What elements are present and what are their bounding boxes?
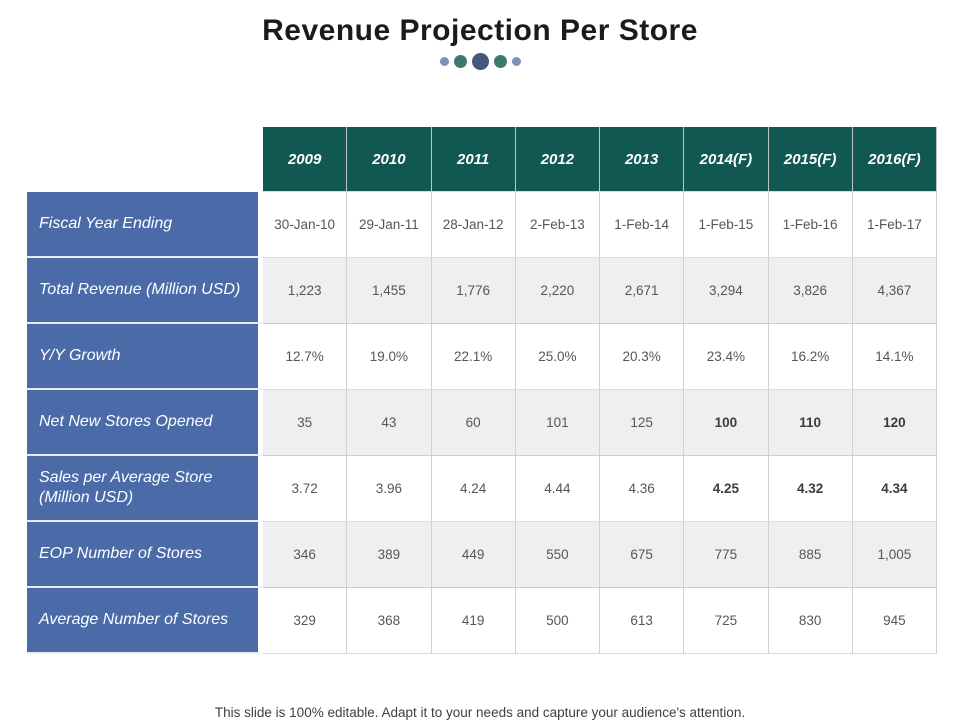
row-label-cell: Sales per Average Store (Million USD) — [27, 456, 263, 522]
page-title: Revenue Projection Per Store — [262, 14, 698, 47]
row-label-cell: Fiscal Year Ending — [27, 192, 263, 258]
value-cell: 35 — [263, 390, 348, 456]
value-cell: 725 — [684, 588, 769, 654]
title-divider-dots — [0, 52, 960, 70]
year-header-cell: 2011 — [431, 127, 516, 192]
value-cell: 550 — [515, 522, 600, 588]
value-cell: 830 — [768, 588, 853, 654]
value-cell: 945 — [852, 588, 937, 654]
table-corner-spacer — [27, 127, 263, 192]
value-cell: 19.0% — [347, 324, 432, 390]
divider-dot — [511, 56, 521, 66]
value-cell: 4.32 — [768, 456, 853, 522]
value-cell: 500 — [515, 588, 600, 654]
value-cell: 25.0% — [515, 324, 600, 390]
value-cell: 20.3% — [600, 324, 685, 390]
value-cell: 2,220 — [515, 258, 600, 324]
year-header-cell: 2010 — [347, 127, 432, 192]
value-cell: 3.96 — [347, 456, 432, 522]
value-cell: 2,671 — [600, 258, 685, 324]
value-cell: 1-Feb-14 — [600, 192, 685, 258]
value-cell: 4,367 — [852, 258, 937, 324]
value-cell: 1,455 — [347, 258, 432, 324]
value-cell: 1,223 — [263, 258, 348, 324]
year-header-cell: 2009 — [263, 127, 348, 192]
value-cell: 3.72 — [263, 456, 348, 522]
value-cell: 4.24 — [431, 456, 516, 522]
value-cell: 4.34 — [852, 456, 937, 522]
value-cell: 60 — [431, 390, 516, 456]
value-cell: 1,776 — [431, 258, 516, 324]
value-cell: 389 — [347, 522, 432, 588]
value-cell: 3,294 — [684, 258, 769, 324]
value-cell: 4.25 — [684, 456, 769, 522]
year-header-cell: 2016(F) — [852, 127, 937, 192]
row-label-cell: Net New Stores Opened — [27, 390, 263, 456]
value-cell: 449 — [431, 522, 516, 588]
value-cell: 885 — [768, 522, 853, 588]
year-header-cell: 2013 — [600, 127, 685, 192]
year-header-cell: 2015(F) — [768, 127, 853, 192]
value-cell: 2-Feb-13 — [515, 192, 600, 258]
value-cell: 43 — [347, 390, 432, 456]
divider-dot — [471, 52, 489, 70]
value-cell: 101 — [515, 390, 600, 456]
value-cell: 675 — [600, 522, 685, 588]
value-cell: 28-Jan-12 — [431, 192, 516, 258]
value-cell: 100 — [684, 390, 769, 456]
footer-note: This slide is 100% editable. Adapt it to… — [214, 705, 746, 720]
value-cell: 1-Feb-17 — [852, 192, 937, 258]
value-cell: 125 — [600, 390, 685, 456]
value-cell: 16.2% — [768, 324, 853, 390]
year-header-cell: 2012 — [515, 127, 600, 192]
value-cell: 346 — [263, 522, 348, 588]
row-label-cell: Y/Y Growth — [27, 324, 263, 390]
value-cell: 4.36 — [600, 456, 685, 522]
revenue-projection-table: 2009 2010 2011 2012 2013 2014(F) 2015(F) 2016(F… — [27, 127, 937, 654]
value-cell: 613 — [600, 588, 685, 654]
value-cell: 120 — [852, 390, 937, 456]
value-cell: 4.44 — [515, 456, 600, 522]
row-label-cell: Total Revenue (Million USD) — [27, 258, 263, 324]
value-cell: 1,005 — [852, 522, 937, 588]
value-cell: 12.7% — [263, 324, 348, 390]
value-cell: 1-Feb-16 — [768, 192, 853, 258]
row-label-cell: Average Number of Stores — [27, 588, 263, 654]
value-cell: 30-Jan-10 — [263, 192, 348, 258]
value-cell: 110 — [768, 390, 853, 456]
divider-dot — [453, 54, 467, 68]
year-header-cell: 2014(F) — [684, 127, 769, 192]
row-label-cell: EOP Number of Stores — [27, 522, 263, 588]
value-cell: 22.1% — [431, 324, 516, 390]
value-cell: 368 — [347, 588, 432, 654]
value-cell: 14.1% — [852, 324, 937, 390]
value-cell: 3,826 — [768, 258, 853, 324]
divider-dot — [493, 54, 507, 68]
value-cell: 329 — [263, 588, 348, 654]
value-cell: 775 — [684, 522, 769, 588]
value-cell: 29-Jan-11 — [347, 192, 432, 258]
divider-dot — [439, 56, 449, 66]
slide: Revenue Projection Per Store 2009 2010 201… — [0, 14, 960, 720]
value-cell: 23.4% — [684, 324, 769, 390]
value-cell: 1-Feb-15 — [684, 192, 769, 258]
value-cell: 419 — [431, 588, 516, 654]
